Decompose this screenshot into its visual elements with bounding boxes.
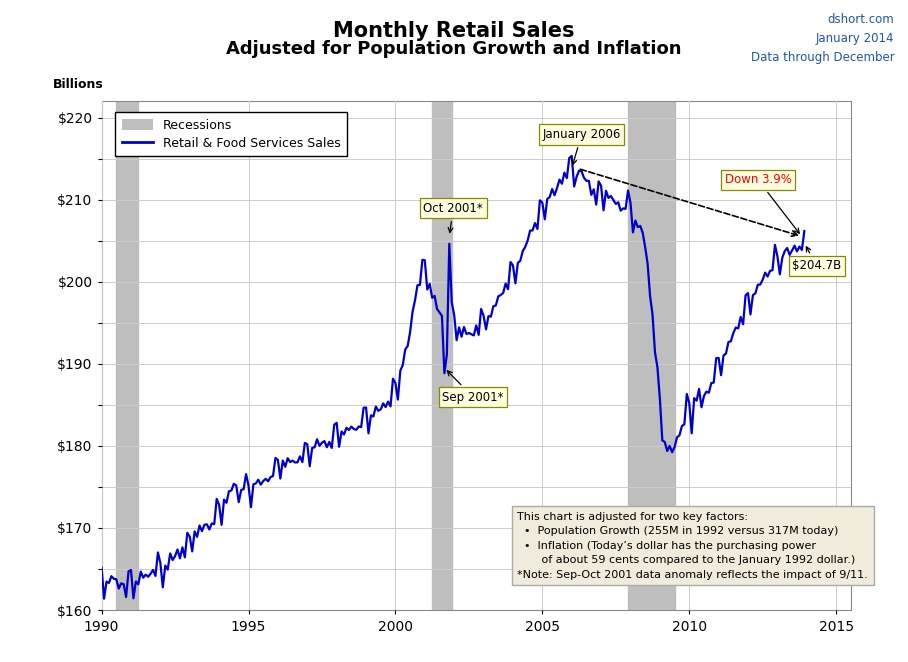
- Bar: [116, 101, 138, 610]
- Text: $204.7B: $204.7B: [792, 247, 842, 272]
- Text: Sep 2001*: Sep 2001*: [442, 371, 504, 404]
- Bar: [432, 101, 452, 610]
- Bar: [628, 101, 675, 610]
- Text: Monthly Retail Sales: Monthly Retail Sales: [333, 21, 575, 41]
- Text: Oct 2001*: Oct 2001*: [423, 202, 483, 232]
- Text: This chart is adjusted for two key factors:
  •  Population Growth (255M in 1992: This chart is adjusted for two key facto…: [518, 512, 868, 579]
- Text: Billions: Billions: [53, 78, 104, 91]
- Legend: Recessions, Retail & Food Services Sales: Recessions, Retail & Food Services Sales: [115, 113, 347, 156]
- Text: Adjusted for Population Growth and Inflation: Adjusted for Population Growth and Infla…: [226, 40, 682, 58]
- Text: dshort.com
January 2014
Data through December: dshort.com January 2014 Data through Dec…: [751, 13, 894, 64]
- Text: January 2006: January 2006: [542, 128, 621, 164]
- Text: Down 3.9%: Down 3.9%: [725, 173, 799, 233]
